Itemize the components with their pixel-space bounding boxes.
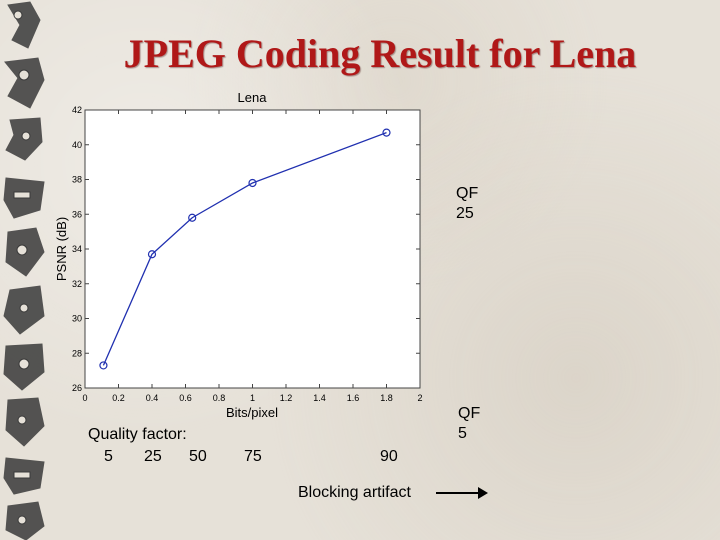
data-point — [99, 361, 108, 370]
data-point — [188, 213, 197, 222]
x-tick-label: 1.8 — [380, 393, 393, 403]
data-point — [248, 178, 257, 188]
qf-bottom-annotation: QF 5 — [458, 404, 480, 444]
qf-top-annotation: QF 25 — [456, 184, 478, 224]
quality-value: 50 — [189, 448, 207, 465]
x-tick-label: 0 — [82, 393, 87, 403]
data-point — [147, 250, 157, 259]
ornament-icon — [7, 1, 41, 49]
y-tick-label: 40 — [72, 140, 82, 150]
decorative-border — [3, 1, 45, 540]
slide-title: JPEG Coding Result for Lena — [123, 31, 637, 76]
ornament-icon — [5, 227, 45, 277]
arrow-right-icon — [478, 487, 488, 499]
y-tick-label: 36 — [72, 209, 82, 219]
y-tick-label: 30 — [72, 314, 82, 324]
ornament-icon — [5, 117, 43, 161]
ornament-icon — [3, 285, 45, 335]
arrow-line — [436, 492, 482, 494]
quality-factor-label: Quality factor: — [88, 426, 187, 443]
x-tick-label: 0.2 — [112, 393, 125, 403]
series-line — [102, 131, 387, 366]
x-tick-label: 1 — [250, 393, 255, 403]
x-tick-label: 0.8 — [213, 393, 226, 403]
quality-value: 90 — [380, 448, 398, 465]
chart-title: Lena — [238, 90, 268, 105]
y-axis-label: PSNR (dB) — [54, 217, 69, 281]
x-axis-label: Bits/pixel — [226, 405, 278, 420]
quality-value: 25 — [144, 448, 162, 465]
ornament-icon — [5, 397, 45, 447]
ornament-icon — [3, 343, 45, 391]
y-tick-label: 34 — [72, 244, 82, 254]
x-tick-label: 1.4 — [313, 393, 326, 403]
y-tick-label: 42 — [72, 105, 82, 115]
ornament-icon — [3, 177, 45, 219]
data-point — [382, 128, 391, 137]
x-tick-label: 2 — [417, 393, 422, 403]
ornament-icon — [3, 457, 45, 495]
qf-bottom-value: 5 — [458, 425, 467, 442]
x-tick-label: 1.2 — [280, 393, 293, 403]
y-tick-label: 38 — [72, 175, 82, 185]
plot-area — [85, 110, 420, 388]
qf-bottom-label: QF — [458, 405, 481, 422]
x-tick-label: 0.4 — [146, 393, 159, 403]
quality-value: 5 — [104, 448, 113, 465]
quality-value: 75 — [244, 448, 262, 465]
ornament-icon — [4, 57, 45, 109]
ornament-icon — [5, 501, 45, 540]
qf-top-label: QF — [456, 185, 479, 202]
qf-top-value: 25 — [456, 205, 474, 222]
y-tick-label: 32 — [72, 279, 82, 289]
x-tick-label: 0.6 — [179, 393, 192, 403]
x-tick-label: 1.6 — [347, 393, 360, 403]
y-tick-label: 26 — [72, 383, 82, 393]
y-tick-label: 28 — [72, 348, 82, 358]
blocking-artifact-label: Blocking artifact — [298, 484, 411, 501]
